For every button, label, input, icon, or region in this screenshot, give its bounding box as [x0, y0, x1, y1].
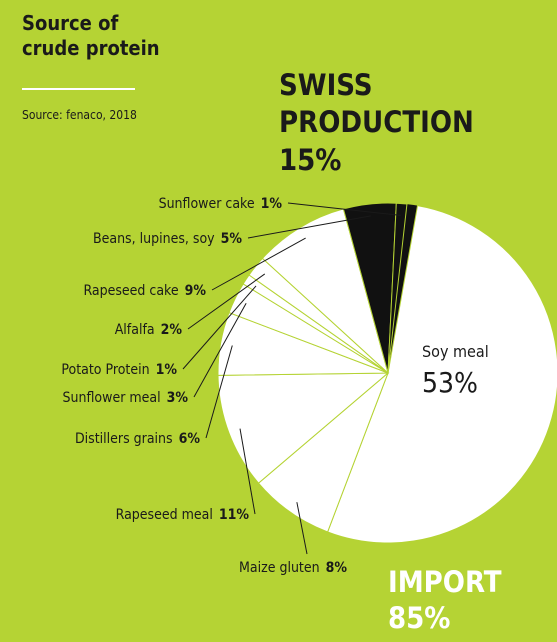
- group-value: 85%: [388, 601, 450, 635]
- leader-line: [182, 285, 257, 370]
- slice: [387, 202, 408, 374]
- title-line: Source of: [22, 11, 119, 35]
- slice-label: Soy meal: [422, 342, 489, 361]
- slice-label: Distillers grains 6%: [75, 431, 200, 447]
- value: 3%: [167, 390, 189, 406]
- leader-line: [187, 273, 266, 330]
- category: Sunflower meal: [63, 390, 161, 406]
- leader-line: [211, 237, 306, 291]
- slice: [217, 372, 390, 484]
- slice-label: Maize gluten 8%: [239, 560, 347, 576]
- category: Sunflower cake: [159, 196, 255, 212]
- group-value: 15%: [279, 143, 341, 177]
- slice-label: Sunflower meal 3%: [63, 390, 189, 406]
- leader-line: [296, 502, 308, 555]
- leader-line: [287, 202, 401, 216]
- category: Rapeseed cake: [83, 283, 178, 299]
- group-name: SWISS: [279, 68, 373, 102]
- slice-label: Rapeseed cake 9%: [83, 283, 206, 299]
- category: Alfalfa: [115, 322, 155, 338]
- leader-line: [239, 428, 256, 515]
- slice: [326, 205, 557, 544]
- category: Potato Protein: [61, 362, 149, 378]
- leader-line: [193, 302, 247, 398]
- title-line: crude protein: [22, 36, 160, 60]
- value: 1%: [156, 362, 178, 378]
- value: 5%: [221, 231, 243, 247]
- category: Beans, lupines, soy: [93, 231, 215, 247]
- slice: [261, 208, 389, 375]
- value: 9%: [185, 283, 207, 299]
- slice-label: Beans, lupines, soy 5%: [93, 231, 242, 247]
- value: 11%: [219, 507, 250, 523]
- slice-value: 53%: [422, 366, 478, 399]
- category: Maize gluten: [239, 560, 320, 576]
- category: Rapeseed meal: [116, 507, 213, 523]
- slice-label: Potato Protein 1%: [61, 362, 177, 378]
- group-name: PRODUCTION: [279, 105, 474, 139]
- leader-line: [247, 215, 372, 239]
- value: 1%: [261, 196, 283, 212]
- category: Distillers grains: [75, 431, 173, 447]
- group-name: IMPORT: [388, 565, 502, 599]
- slice-label: Alfalfa 2%: [115, 322, 183, 338]
- slice-label: Sunflower cake 1%: [159, 196, 283, 212]
- value: 2%: [161, 322, 183, 338]
- source: Source: fenaco, 2018: [22, 108, 137, 122]
- value: 6%: [179, 431, 201, 447]
- value: 8%: [326, 560, 348, 576]
- slice-label: Rapeseed meal 11%: [116, 507, 250, 523]
- leader-line: [205, 345, 233, 439]
